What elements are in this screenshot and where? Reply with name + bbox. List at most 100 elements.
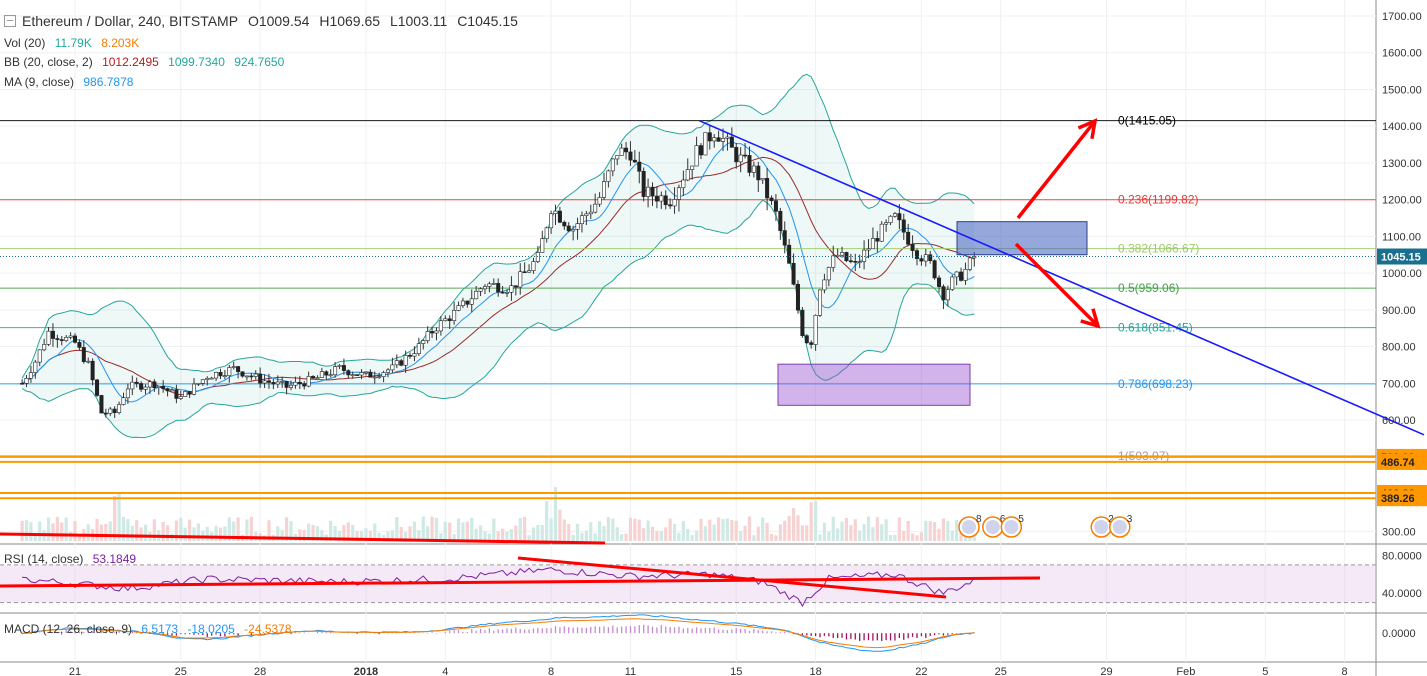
- bullish-arrow-head: [1077, 118, 1098, 140]
- volume-bar: [822, 522, 827, 541]
- candle-body: [372, 376, 377, 379]
- candle-body: [487, 283, 492, 287]
- volume-bar: [888, 534, 893, 541]
- support-zone: [777, 363, 971, 406]
- time-tick-label: 8: [1342, 666, 1348, 676]
- volume-bar: [104, 523, 108, 541]
- candle-body: [906, 231, 911, 245]
- legend-ma[interactable]: MA (9, close) 986.7878: [4, 75, 139, 89]
- candle-body: [760, 178, 765, 181]
- legend-volume[interactable]: Vol (20) 11.79K 8.203K: [4, 36, 145, 50]
- time-tick-label: 11: [625, 666, 636, 676]
- candle-body: [822, 279, 827, 291]
- volume-bar: [620, 534, 624, 541]
- legend-bollinger[interactable]: BB (20, close, 2) 1012.2495 1099.7340 92…: [4, 55, 290, 69]
- volume-bar: [267, 520, 271, 541]
- symbol-title[interactable]: Ethereum / Dollar, 240, BITSTAMP: [22, 13, 239, 29]
- event-flags: 8 6 5 2 3: [958, 514, 1133, 538]
- volume-bar: [602, 526, 606, 541]
- candle-body: [394, 360, 399, 366]
- candle-body: [341, 365, 346, 371]
- volume-bar: [126, 519, 130, 541]
- macd-label: MACD (12, 26, close, 9): [4, 622, 133, 636]
- event-flag-icon: [958, 516, 980, 538]
- candle-body: [540, 238, 545, 253]
- ohlc-open: O1009.54: [247, 13, 310, 29]
- price-tick-label: 600.00: [1382, 415, 1416, 427]
- candle-body: [884, 222, 889, 225]
- volume-bar: [849, 525, 853, 541]
- volume-bar: [214, 526, 218, 541]
- candle-body: [892, 213, 897, 217]
- candle-body: [319, 371, 324, 378]
- candle-body: [729, 136, 734, 148]
- candle-body: [593, 203, 598, 213]
- volume-bar: [417, 530, 421, 541]
- volume-bar: [188, 519, 192, 541]
- legend-macd[interactable]: MACD (12, 26, close, 9) 6.5173 -18.0205 …: [4, 622, 298, 636]
- volume-bar: [38, 521, 42, 541]
- time-tick-label: 4: [442, 666, 448, 676]
- candle-body: [178, 396, 183, 399]
- volume-bar: [135, 520, 139, 541]
- legend-rsi[interactable]: RSI (14, close) 53.1849: [4, 552, 142, 566]
- candle-body: [108, 408, 113, 414]
- candle-body: [848, 260, 853, 263]
- collapse-icon[interactable]: [4, 15, 16, 27]
- price-tick-label: 900.00: [1382, 305, 1416, 317]
- candle-body: [562, 221, 567, 227]
- volume-bar: [276, 526, 280, 541]
- time-tick-label: 21: [69, 666, 81, 676]
- time-tick-label: 22: [915, 666, 927, 676]
- candle-body: [919, 258, 924, 262]
- macd-signal-line: [22, 618, 975, 649]
- volume-bar: [121, 517, 126, 541]
- volume-bar: [783, 520, 787, 541]
- volume-bar: [465, 521, 469, 541]
- volume-bar: [404, 532, 408, 541]
- volume-bar: [113, 495, 117, 541]
- volume-bar: [117, 492, 121, 541]
- volume-bar: [580, 532, 584, 541]
- downtrend-line: [698, 119, 1425, 436]
- volume-bar: [377, 532, 381, 541]
- candle-body: [328, 374, 333, 377]
- candle-body: [681, 179, 686, 189]
- candle-body: [152, 381, 157, 389]
- volume-bar: [615, 527, 619, 541]
- candle-body: [20, 382, 25, 385]
- volume-bar: [853, 519, 857, 541]
- volume-bar: [64, 517, 68, 541]
- fib-label: 0.618(851.45): [1118, 321, 1193, 335]
- time-tick-label: 15: [730, 666, 742, 676]
- volume-bar: [73, 520, 77, 541]
- volume-bar: [183, 527, 187, 541]
- candle-body: [218, 372, 223, 377]
- candle-body: [743, 154, 748, 157]
- candle-body: [937, 277, 942, 287]
- candle-body: [721, 138, 726, 142]
- volume-bar: [227, 517, 231, 541]
- volume-bar: [712, 524, 716, 541]
- candle-body: [557, 210, 562, 223]
- candle-body: [826, 267, 831, 281]
- volume-bar: [752, 535, 756, 541]
- candle-body: [390, 364, 395, 371]
- candle-body: [95, 379, 100, 396]
- volume-bar: [628, 517, 633, 541]
- candle-body: [363, 371, 368, 374]
- volume-bar: [483, 531, 487, 541]
- candle-body: [972, 256, 977, 259]
- volume-bar: [86, 524, 90, 541]
- candle-body: [809, 342, 814, 345]
- candle-body: [734, 147, 739, 163]
- price-tick-label: 1000.00: [1382, 268, 1422, 280]
- candle-body: [923, 254, 928, 262]
- volume-bar: [359, 530, 364, 541]
- volume-bar: [426, 526, 430, 541]
- volume-bar: [448, 522, 452, 541]
- candle-body: [350, 374, 355, 376]
- volume-bar: [862, 524, 866, 541]
